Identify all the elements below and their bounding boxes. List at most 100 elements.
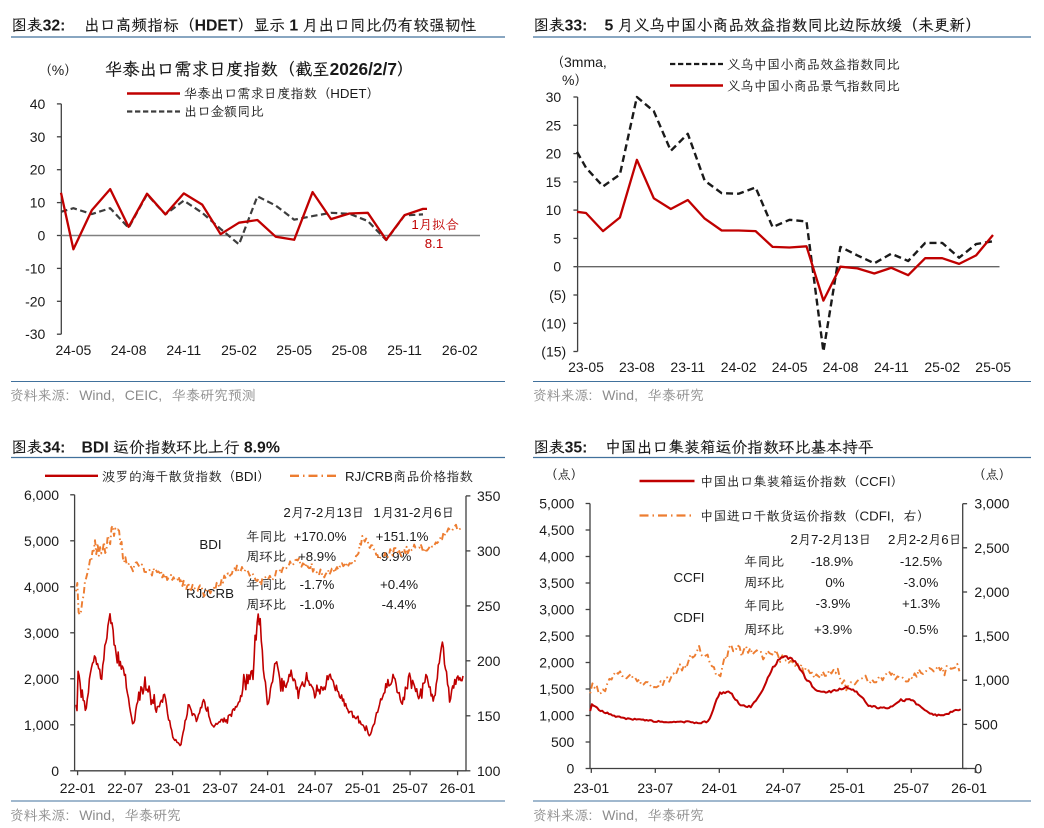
svg-text:3,000: 3,000 [974, 496, 1009, 512]
svg-text:中国进口干散货运价指数（CDFI, 右）: 中国进口干散货运价指数（CDFI, 右） [700, 509, 930, 524]
svg-text:23-05: 23-05 [568, 359, 604, 375]
svg-text:资料来源: Wind, 华泰研究: 资料来源: Wind, 华泰研究 [533, 387, 704, 403]
svg-text:24-11: 24-11 [166, 342, 201, 358]
svg-text:0: 0 [38, 228, 46, 244]
svg-text:25-01: 25-01 [829, 780, 865, 796]
svg-text:25-08: 25-08 [331, 342, 367, 358]
svg-text:0%: 0% [825, 575, 844, 590]
svg-text:+1.3%: +1.3% [902, 596, 940, 611]
svg-text:26-02: 26-02 [442, 342, 478, 358]
svg-text:3,500: 3,500 [539, 575, 574, 591]
svg-text:250: 250 [477, 598, 501, 614]
svg-text:20: 20 [30, 162, 46, 178]
svg-text:25-02: 25-02 [221, 342, 257, 358]
svg-text:30: 30 [546, 89, 562, 105]
svg-text:4,500: 4,500 [539, 522, 574, 538]
svg-text:23-07: 23-07 [637, 780, 673, 796]
svg-text:义乌中国小商品景气指数同比: 义乌中国小商品景气指数同比 [727, 79, 900, 94]
svg-text:23-08: 23-08 [619, 359, 655, 375]
svg-text:年同比: 年同比 [246, 529, 286, 544]
svg-text:（%）: （%） [38, 62, 78, 78]
svg-text:23-07: 23-07 [202, 780, 238, 796]
svg-text:(5): (5) [549, 287, 566, 303]
svg-text:500: 500 [974, 716, 998, 732]
svg-text:+0.4%: +0.4% [380, 577, 418, 592]
svg-text:资料来源: Wind, CEIC, 华泰研究预测: 资料来源: Wind, CEIC, 华泰研究预测 [10, 387, 256, 403]
svg-text:周环比: 周环比 [744, 622, 784, 637]
svg-text:1月31-2月6日: 1月31-2月6日 [373, 505, 454, 520]
svg-text:0: 0 [567, 761, 575, 777]
svg-text:6,000: 6,000 [24, 487, 59, 503]
svg-text:26-01: 26-01 [440, 780, 476, 796]
svg-text:图表32:: 图表32: [11, 18, 77, 35]
svg-text:-1.7%: -1.7% [300, 577, 335, 592]
svg-text:10: 10 [546, 202, 562, 218]
svg-text:2,000: 2,000 [539, 655, 574, 671]
svg-text:-20: -20 [25, 293, 45, 309]
svg-text:周环比: 周环比 [246, 597, 286, 612]
svg-text:24-07: 24-07 [297, 780, 333, 796]
svg-text:25-05: 25-05 [975, 359, 1011, 375]
svg-text:24-01: 24-01 [701, 780, 737, 796]
svg-text:2,500: 2,500 [539, 628, 574, 644]
svg-text:2,000: 2,000 [974, 584, 1009, 600]
svg-text:350: 350 [477, 488, 501, 504]
svg-text:100: 100 [477, 763, 501, 779]
svg-text:中国出口集装箱运价指数（CCFI）: 中国出口集装箱运价指数（CCFI） [700, 474, 904, 489]
svg-text:-3.9%: -3.9% [816, 596, 851, 611]
svg-text:40: 40 [30, 96, 46, 112]
svg-text:资料来源: Wind, 华泰研究: 资料来源: Wind, 华泰研究 [10, 807, 181, 823]
svg-text:波罗的海干散货指数（BDI）: 波罗的海干散货指数（BDI） [102, 469, 270, 484]
svg-text:8.1: 8.1 [425, 236, 444, 251]
svg-text:2,000: 2,000 [24, 671, 59, 687]
svg-text:1,500: 1,500 [539, 681, 574, 697]
svg-text:23-01: 23-01 [155, 780, 191, 796]
svg-text:+151.1%: +151.1% [376, 529, 429, 544]
svg-text:CDFI: CDFI [673, 610, 704, 625]
svg-text:4,000: 4,000 [24, 579, 59, 595]
svg-text:1,500: 1,500 [974, 628, 1009, 644]
svg-text:-3.0%: -3.0% [904, 575, 939, 590]
svg-text:500: 500 [551, 734, 575, 750]
svg-text:2月7-2月13日: 2月7-2月13日 [283, 505, 364, 520]
svg-text:1,000: 1,000 [24, 717, 59, 733]
svg-text:华泰出口需求日度指数（截至2026/2/7）: 华泰出口需求日度指数（截至2026/2/7） [105, 59, 414, 79]
svg-text:3,000: 3,000 [24, 625, 59, 641]
svg-text:10: 10 [30, 195, 46, 211]
svg-text:%）: %） [562, 72, 588, 88]
svg-text:BDI: BDI [199, 537, 221, 552]
svg-text:23-01: 23-01 [573, 780, 609, 796]
svg-text:RJ/CRB商品价格指数: RJ/CRB商品价格指数 [345, 469, 474, 484]
svg-text:0: 0 [51, 763, 59, 779]
svg-text:24-08: 24-08 [823, 359, 859, 375]
svg-text:25-05: 25-05 [276, 342, 312, 358]
svg-text:26-01: 26-01 [951, 780, 987, 796]
svg-text:年同比: 年同比 [744, 598, 784, 613]
svg-text:5 月义乌中国小商品效益指数同比边际放缓（未更新）: 5 月义乌中国小商品效益指数同比边际放缓（未更新） [605, 17, 982, 35]
svg-text:1,000: 1,000 [539, 708, 574, 724]
svg-text:0: 0 [553, 259, 561, 275]
svg-text:年同比: 年同比 [246, 577, 286, 592]
svg-text:24-07: 24-07 [765, 780, 801, 796]
svg-text:CCFI: CCFI [673, 570, 704, 585]
svg-text:30: 30 [30, 129, 46, 145]
svg-text:2月7-2月13日: 2月7-2月13日 [790, 532, 871, 547]
svg-text:出口高频指标（HDET）显示 1 月出口同比仍有较强韧性: 出口高频指标（HDET）显示 1 月出口同比仍有较强韧性 [84, 18, 477, 35]
svg-text:150: 150 [477, 708, 501, 724]
svg-text:22-01: 22-01 [60, 780, 96, 796]
svg-text:15: 15 [546, 174, 562, 190]
svg-text:5,000: 5,000 [539, 496, 574, 512]
svg-text:周环比: 周环比 [744, 575, 784, 590]
svg-text:2月2-2月6日: 2月2-2月6日 [888, 532, 962, 547]
svg-text:-4.4%: -4.4% [382, 597, 417, 612]
svg-text:出口金额同比: 出口金额同比 [184, 104, 264, 119]
svg-text:1,000: 1,000 [974, 672, 1009, 688]
svg-text:华泰出口需求日度指数（HDET）: 华泰出口需求日度指数（HDET） [184, 86, 380, 101]
svg-text:25: 25 [546, 117, 562, 133]
svg-text:5: 5 [553, 230, 561, 246]
svg-text:+3.9%: +3.9% [814, 622, 852, 637]
svg-text:1月拟合: 1月拟合 [411, 217, 459, 232]
svg-text:（点）: （点） [544, 467, 584, 482]
svg-text:中国出口集装箱运价指数环比基本持平: 中国出口集装箱运价指数环比基本持平 [605, 440, 874, 457]
svg-text:(15): (15) [541, 344, 566, 360]
